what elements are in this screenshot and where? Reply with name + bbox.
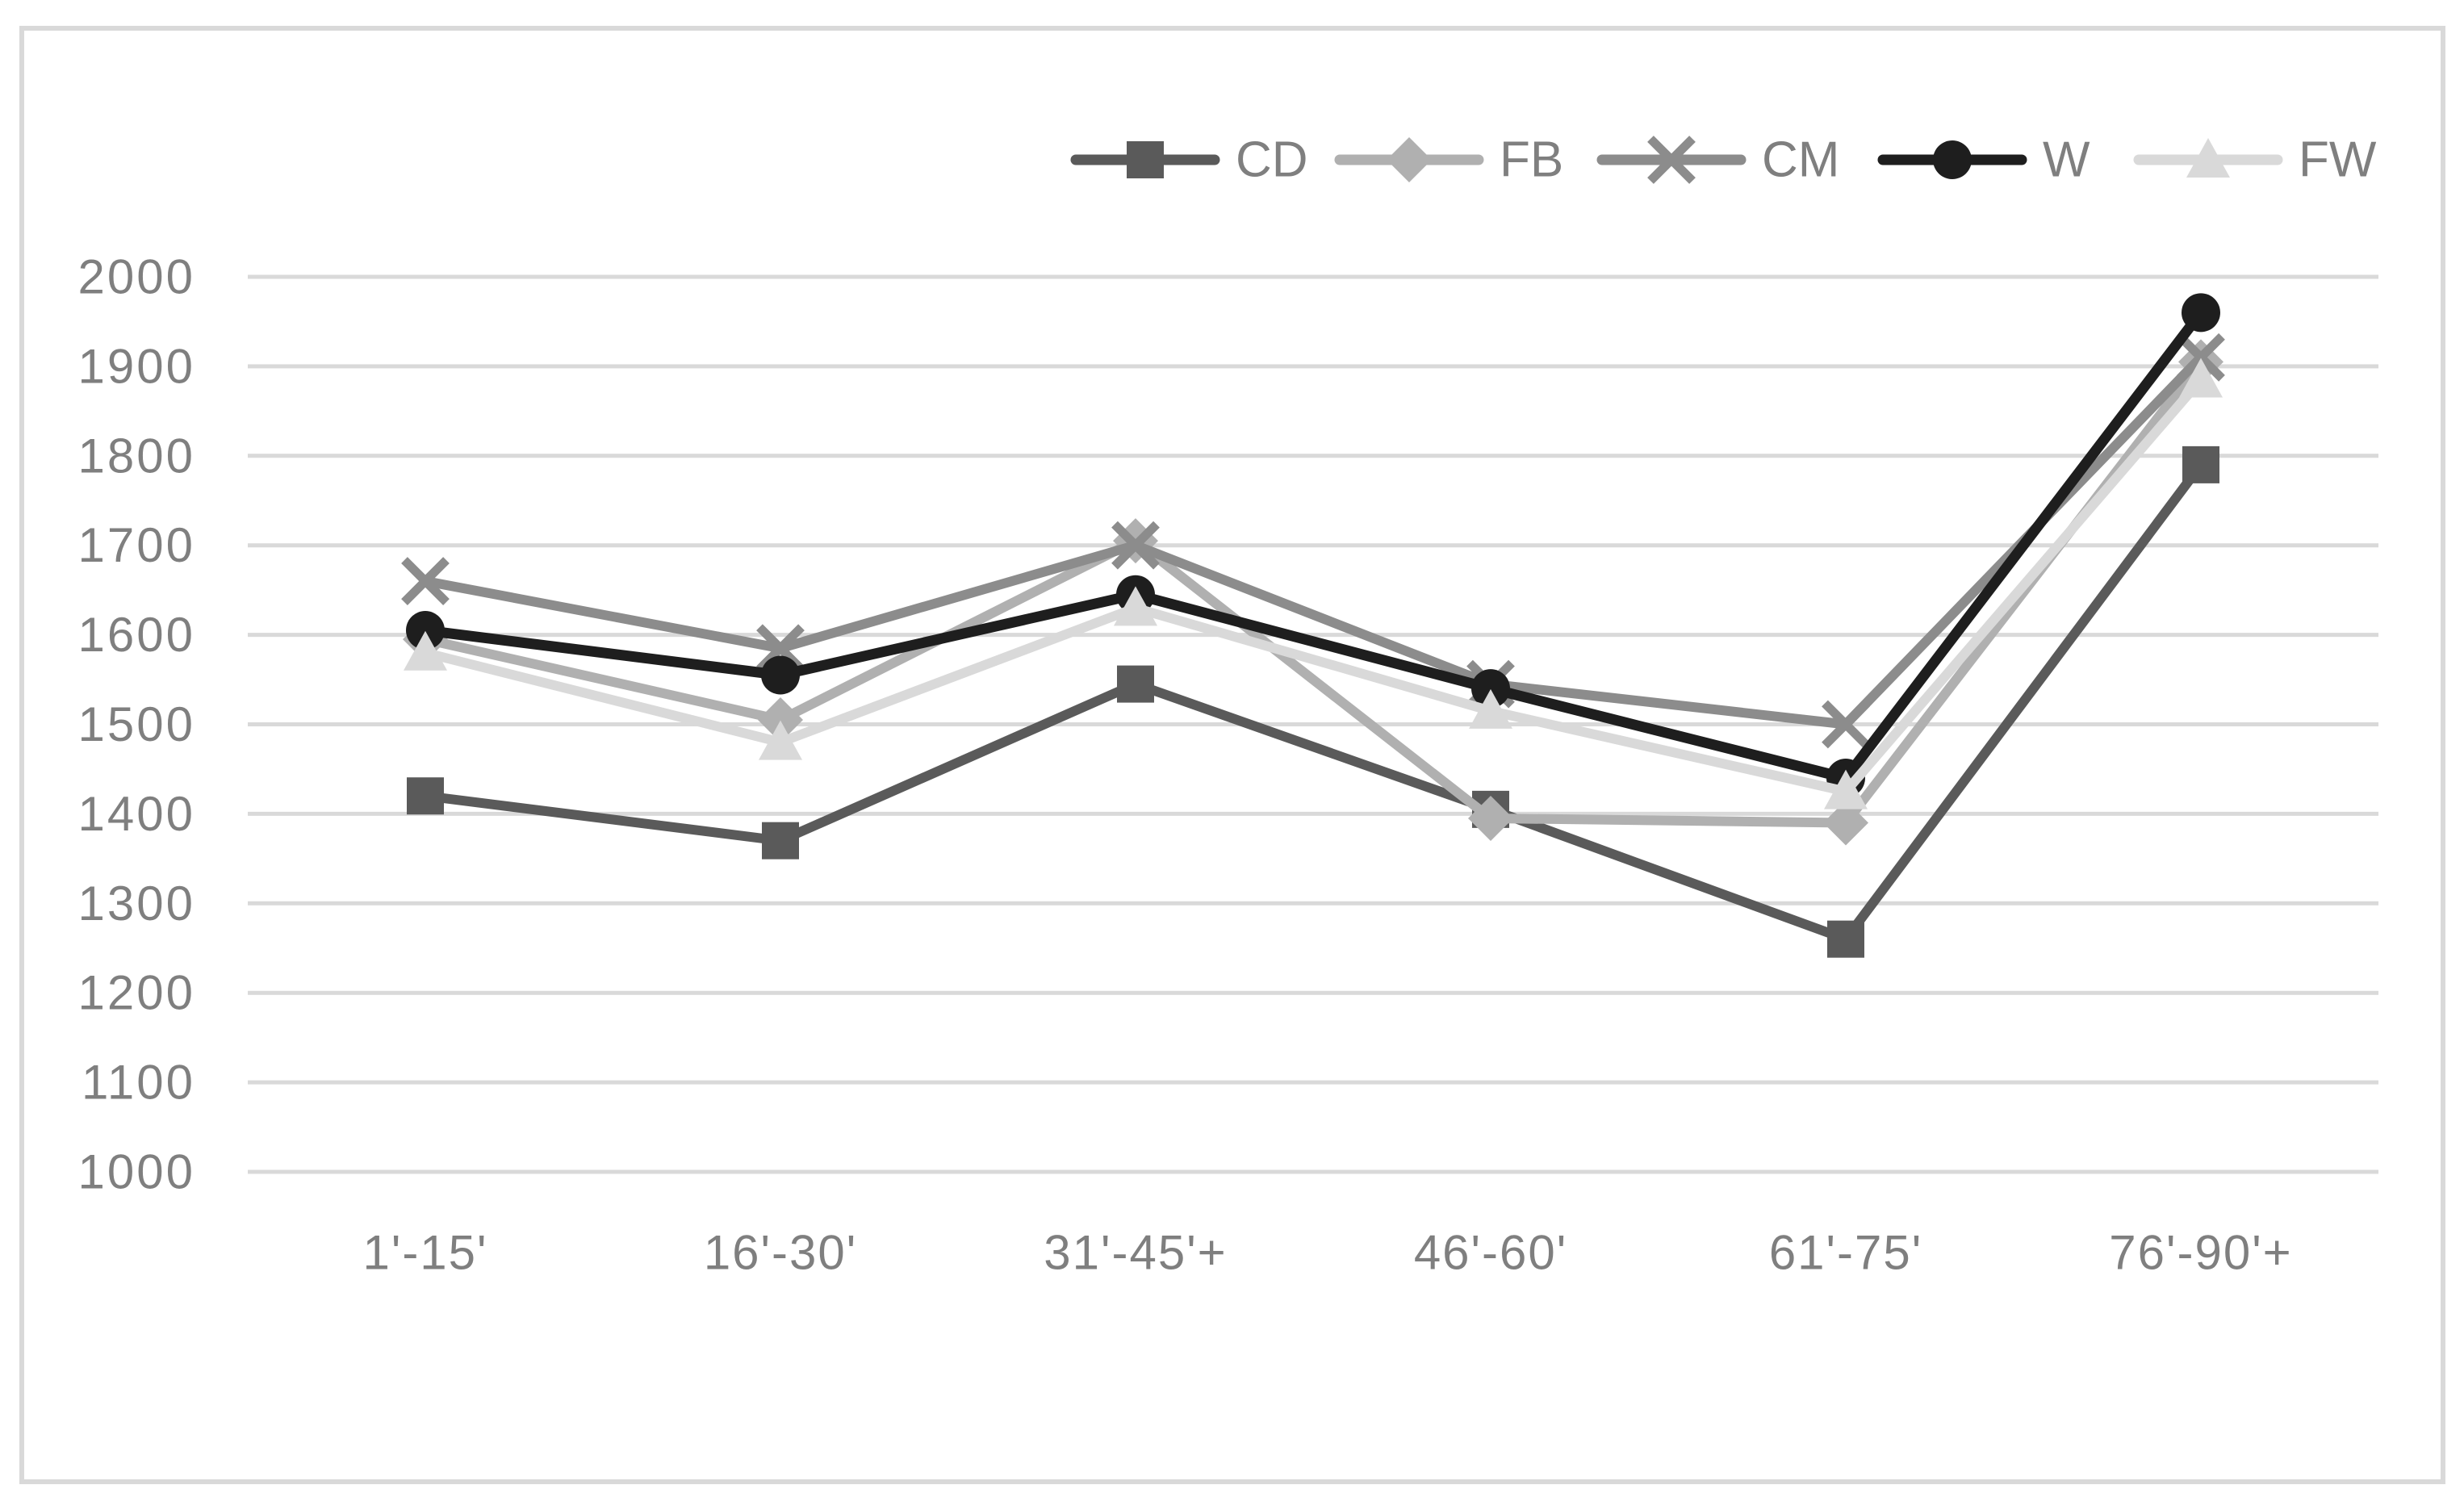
legend-label-W: W <box>2043 132 2090 188</box>
series-marker-CM <box>1111 521 1160 570</box>
y-tick-label: 1300 <box>78 876 195 931</box>
y-tick-label: 1700 <box>78 518 195 572</box>
series-marker-W <box>406 611 445 650</box>
x-tick-label: 16'-30' <box>704 1226 857 1280</box>
series-marker-CD <box>1117 665 1154 703</box>
y-tick-label: 1100 <box>82 1056 195 1110</box>
series-marker-FB <box>1468 795 1513 841</box>
series-marker-CD <box>2182 445 2219 483</box>
legend-marker-CM <box>1647 136 1696 184</box>
series-marker-FB <box>758 696 803 742</box>
legend-label-FW: FW <box>2299 132 2377 188</box>
x-tick-label: 46'-60' <box>1414 1226 1567 1280</box>
legend: CD FB CM W FW <box>1070 132 2377 188</box>
x-tick-label: 76'-90'+ <box>2109 1226 2292 1280</box>
legend-label-CD: CD <box>1236 132 1308 188</box>
series-marker-CM <box>401 557 450 605</box>
series-line-W <box>425 309 2206 784</box>
gridlines <box>248 274 2378 1174</box>
legend-marker-CD <box>1127 141 1164 178</box>
y-tick-label: 1800 <box>78 429 195 483</box>
legend-item-FW: FW <box>2133 132 2377 188</box>
series-CD <box>407 445 2219 958</box>
y-tick-label: 1600 <box>78 608 195 662</box>
series-marker-CD <box>1827 920 1864 958</box>
y-tick-label: 1200 <box>78 966 195 1020</box>
y-axis-tick-labels: 1000 1100 1200 1300 1400 1500 1600 1700 1800 1900… <box>78 250 195 1199</box>
y-tick-label: 1400 <box>78 787 195 841</box>
series-marker-CM <box>1822 700 1870 749</box>
series-marker-FW <box>1114 586 1157 626</box>
series-FB <box>403 339 2223 846</box>
series-line-CD <box>425 462 2205 944</box>
y-tick-label: 1000 <box>78 1145 195 1199</box>
legend-marker-W <box>1933 140 1972 179</box>
legend-item-W: W <box>1877 132 2090 188</box>
y-tick-label: 1900 <box>78 339 195 393</box>
series-marker-FB <box>1823 800 1868 846</box>
chart-frame <box>19 26 2445 1484</box>
series-marker-W <box>761 655 800 695</box>
legend-label-FB: FB <box>1500 132 1563 188</box>
x-tick-label: 1'-15' <box>363 1226 488 1280</box>
x-tick-label: 31'-45'+ <box>1044 1226 1227 1280</box>
y-tick-label: 1500 <box>78 697 195 751</box>
series-line-FW <box>424 376 2205 797</box>
series-marker-CD <box>762 822 799 860</box>
series-line-CM <box>424 353 2205 730</box>
y-tick-label: 2000 <box>78 250 195 304</box>
legend-marker-FW <box>2186 138 2230 178</box>
legend-item-CD: CD <box>1070 132 1308 188</box>
x-axis-tick-labels: 1'-15' 16'-30' 31'-45'+ 46'-60' 61'-75' 76'-9… <box>363 1226 2292 1280</box>
series-marker-CD <box>407 777 444 815</box>
x-tick-label: 61'-75' <box>1769 1226 1922 1280</box>
series-marker-FW <box>404 630 447 671</box>
legend-label-CM: CM <box>1762 132 1839 188</box>
series-marker-FW <box>2179 358 2223 398</box>
series-marker-W <box>2182 293 2220 333</box>
series-FW <box>404 358 2223 809</box>
series-marker-CM <box>2177 333 2225 382</box>
series-line-FB <box>424 358 2205 828</box>
series-marker-W <box>1471 669 1510 709</box>
legend-marker-FB <box>1387 137 1432 182</box>
legend-item-FB: FB <box>1334 132 1563 188</box>
series-marker-FW <box>1469 688 1512 729</box>
series-marker-FW <box>1824 769 1868 809</box>
legend-item-CM: CM <box>1596 132 1839 188</box>
series-marker-FW <box>759 720 802 760</box>
